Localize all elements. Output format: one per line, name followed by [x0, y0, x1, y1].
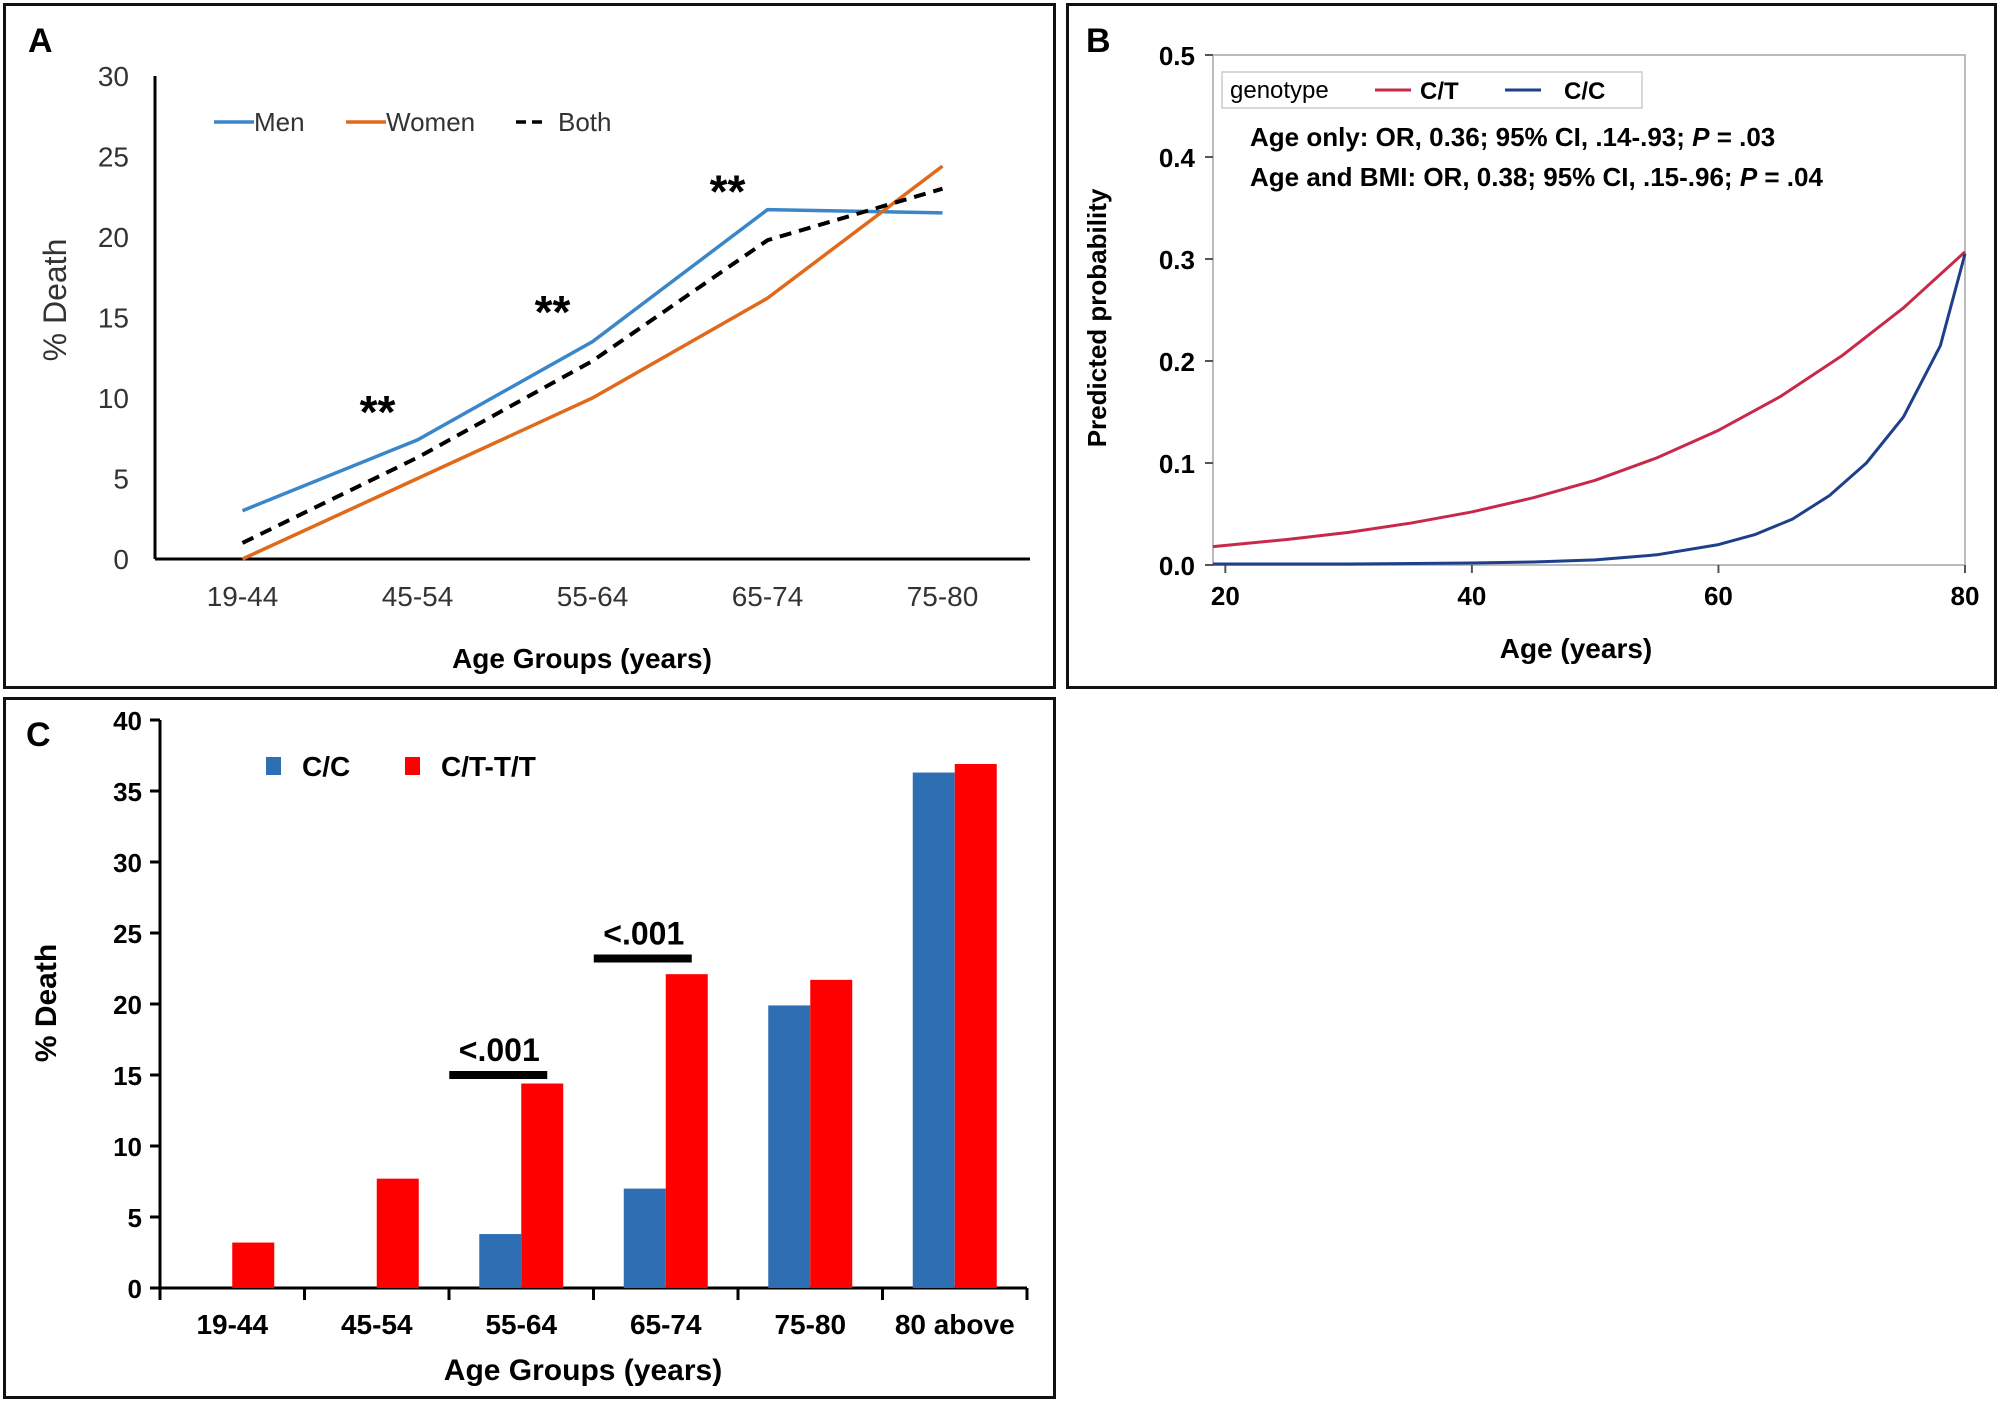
x-tick-label: 60	[1704, 581, 1733, 611]
legend-label: Women	[386, 107, 475, 137]
y-tick-label: 0.4	[1159, 143, 1196, 173]
significance-label: <.001	[603, 916, 684, 952]
y-tick-label: 30	[98, 61, 129, 92]
y-tick-label: 0.3	[1159, 245, 1195, 275]
y-axis-label: Predicted probability	[1082, 188, 1112, 447]
x-axis-label: Age Groups (years)	[452, 643, 712, 674]
y-tick-label: 0	[128, 1274, 142, 1304]
stats-annotation: Age only: OR, 0.36; 95% CI, .14-.93; P =…	[1250, 122, 1823, 192]
annotation-line: Age and BMI: OR, 0.38; 95% CI, .15-.96; …	[1250, 162, 1823, 192]
panel-a-frame	[3, 3, 1056, 689]
legend-label: C/T	[1420, 78, 1459, 105]
annotation-line: Age only: OR, 0.36; 95% CI, .14-.93; P =…	[1250, 122, 1775, 152]
x-tick-label: 80	[1951, 581, 1980, 611]
significance-label: <.001	[459, 1032, 540, 1068]
significance-marker: **	[710, 165, 746, 217]
significance-marker: **	[535, 286, 571, 338]
legend-label: C/T-T/T	[441, 751, 536, 782]
legend: genotype C/T C/C	[1221, 71, 1643, 109]
y-tick-label: 5	[113, 464, 129, 495]
y-tick-label: 0.0	[1159, 551, 1195, 581]
y-axis-label: % Death	[30, 944, 63, 1062]
bar-cc	[912, 772, 955, 1288]
y-tick-label: 5	[128, 1203, 142, 1233]
bar-ct-tt	[665, 974, 708, 1288]
y-tick-label: 30	[113, 848, 142, 878]
legend-label: C/C	[1564, 78, 1605, 105]
legend-label: Men	[254, 107, 305, 137]
legend-title: genotype	[1230, 77, 1329, 104]
bar-cc	[768, 1005, 811, 1288]
y-tick-label: 0.2	[1159, 347, 1195, 377]
series-line-men	[241, 207, 943, 513]
legend: Men Women Both	[214, 107, 612, 137]
y-tick-label: 35	[113, 777, 142, 807]
x-axis-label: Age (years)	[1500, 633, 1653, 664]
y-axis-label: % Death	[37, 239, 73, 362]
bar-ct-tt	[232, 1242, 275, 1288]
x-tick-label: 45-54	[382, 581, 454, 612]
y-tick-label: 25	[98, 142, 129, 173]
legend-label: Both	[558, 107, 612, 137]
bar-ct-tt	[954, 764, 997, 1288]
legend-box	[1221, 71, 1643, 109]
x-tick-label: 40	[1457, 581, 1486, 611]
x-tick-label: 19-44	[207, 581, 279, 612]
y-tick-label: 20	[113, 990, 142, 1020]
significance-marker: **	[360, 386, 396, 438]
x-tick-label: 55-64	[557, 581, 629, 612]
legend-label: C/C	[302, 751, 350, 782]
bar-cc	[479, 1234, 522, 1288]
y-tick-label: 10	[98, 383, 129, 414]
x-tick-label: 65-74	[732, 581, 804, 612]
x-tick-label: 20	[1211, 581, 1240, 611]
y-tick-label: 25	[113, 919, 142, 949]
plot-area: 0.0 0.1 0.2 0.3 0.4 0.5 20 40 60 80	[1159, 41, 1980, 611]
y-tick-label: 15	[98, 303, 129, 334]
y-tick-label: 0.5	[1159, 41, 1195, 71]
x-tick-label: 45-54	[341, 1309, 413, 1340]
x-tick-label: 75-80	[907, 581, 979, 612]
x-tick-label: 19-44	[196, 1309, 268, 1340]
series-line-women	[241, 164, 944, 561]
x-tick-label: 55-64	[485, 1309, 557, 1340]
series-line-cc	[1213, 253, 1967, 566]
y-tick-label: 40	[113, 706, 142, 736]
x-tick-label: 80 above	[895, 1309, 1015, 1340]
y-tick-label: 0.1	[1159, 449, 1195, 479]
plot-area: 0 5 10 15 20 25 30 19-44 45-54 55-64 65-74 75-80 ** *…	[98, 61, 1030, 612]
y-tick-label: 0	[113, 544, 129, 575]
legend: C/C C/T-T/T	[266, 751, 536, 782]
plot-area: 0 5 10 15 20 25 30 35 40 19-44 45-54 55-64 65-74 75-8…	[113, 706, 1029, 1340]
series-line-both	[241, 186, 944, 545]
x-tick-label: 65-74	[630, 1309, 702, 1340]
series-line-ct	[1212, 250, 1967, 549]
y-tick-label: 15	[113, 1061, 142, 1091]
bar-cc	[623, 1188, 666, 1288]
x-axis-label: Age Groups (years)	[444, 1354, 722, 1387]
bar-ct-tt	[521, 1083, 564, 1288]
legend-swatch	[266, 757, 281, 775]
panel-c-frame	[3, 697, 1056, 1399]
plot-border	[1212, 54, 1966, 566]
bar-ct-tt	[810, 979, 853, 1288]
panel-label-b: B	[1086, 22, 1111, 60]
panel-label-a: A	[28, 22, 53, 60]
panel-label-c: C	[26, 716, 51, 754]
x-tick-label: 75-80	[774, 1309, 846, 1340]
bar-ct-tt	[376, 1178, 419, 1288]
legend-swatch	[405, 757, 420, 775]
y-tick-label: 20	[98, 222, 129, 253]
panel-b-frame	[1066, 3, 1997, 689]
y-tick-label: 10	[113, 1132, 142, 1162]
